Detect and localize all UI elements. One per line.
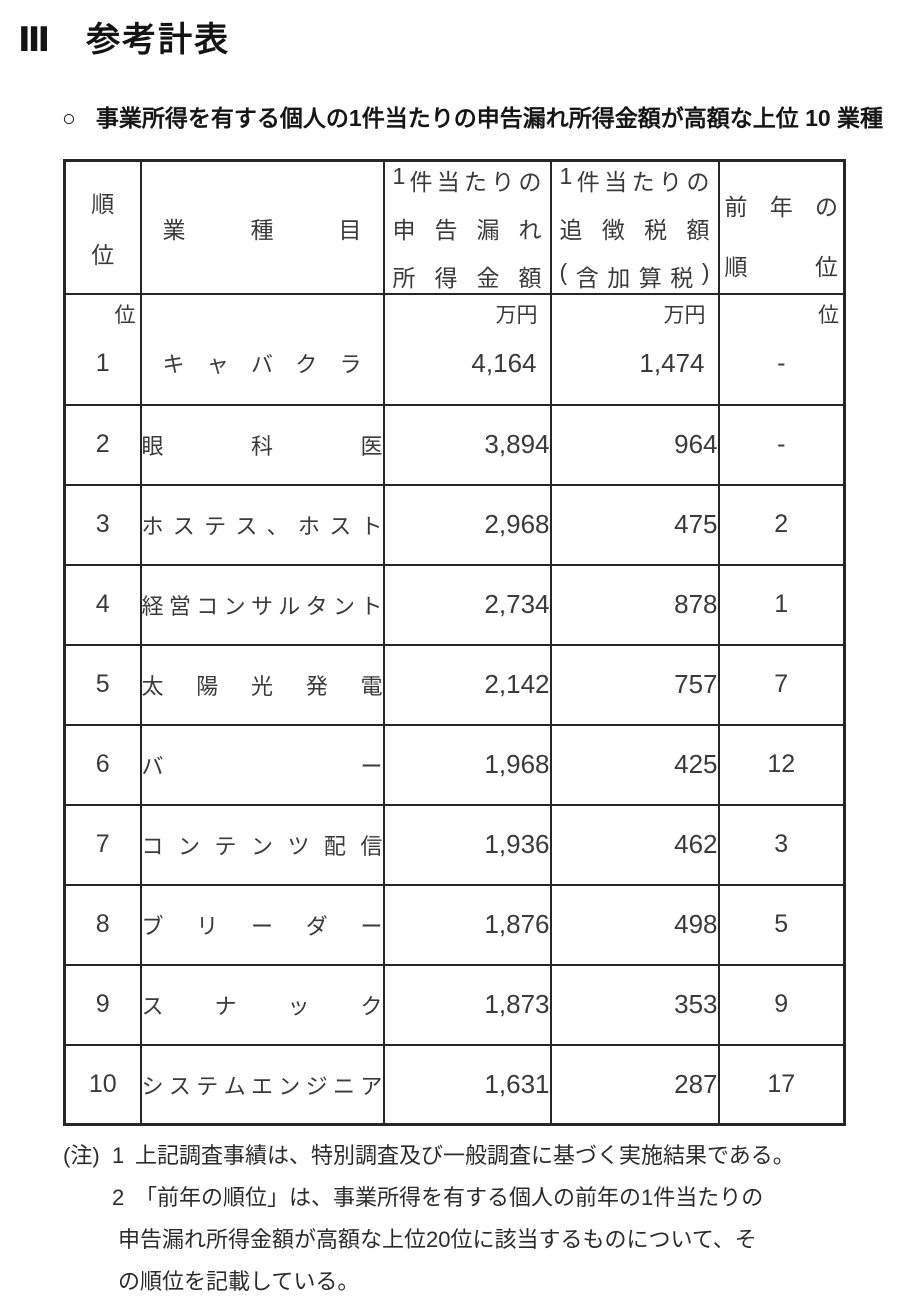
rank-cell: 7	[63, 803, 142, 886]
tax-cell: 425	[549, 723, 720, 806]
income-cell: 1,631	[382, 1043, 552, 1126]
prev-rank-cell: 1	[717, 563, 846, 646]
rank-unit: 位	[114, 303, 136, 327]
table-caption: ○ 事業所得を有する個人の1件当たりの申告漏れ所得金額が高額な上位 10 業種	[62, 103, 899, 134]
tax-cell: 964	[549, 403, 720, 486]
prev-rank-cell: 5	[717, 883, 846, 966]
tax-cell: 757	[549, 643, 720, 726]
industry-cell: キャバクラ	[139, 292, 385, 406]
prev-rank-cell: -	[717, 403, 846, 486]
income-cell: 2,734	[382, 563, 552, 646]
industry-cell: ホステス、ホスト	[139, 483, 385, 566]
table-row: 3 ホステス、ホスト 2,968 475 2	[63, 483, 846, 566]
tax-cell: 878	[549, 563, 720, 646]
industry-cell: システムエンジニア	[139, 1043, 385, 1126]
rank-cell: 6	[63, 723, 142, 806]
note-text: の順位を記載している。	[118, 1269, 360, 1295]
income-cell: 1,936	[382, 803, 552, 886]
income-cell: 2,968	[382, 483, 552, 566]
table-row: 位 1 キャバクラ 万円 4,164 万円 1,474	[63, 292, 846, 406]
header-industry: 業種目	[139, 159, 385, 295]
rank-cell: 3	[63, 483, 142, 566]
note-text: 上記調査事績は、特別調査及び一般調査に基づく実施結果である。	[135, 1143, 795, 1169]
rank-cell: 位 1	[63, 292, 142, 406]
table-row: 5 太陽光発電 2,142 757 7	[63, 643, 846, 726]
income-cell: 2,142	[382, 643, 552, 726]
page-title: Ⅲ 参考計表	[18, 21, 899, 59]
tax-cell: 万円 1,474	[549, 292, 720, 406]
note-number: 1	[112, 1143, 125, 1169]
note-text: 申告漏れ所得金額が高額な上位20位に該当するものについて、そ	[118, 1227, 757, 1253]
rank-cell: 8	[63, 883, 142, 966]
rank-cell: 5	[63, 643, 142, 726]
table-row: 8 ブリーダー 1,876 498 5	[63, 883, 846, 966]
prev-rank-unit: 位	[818, 303, 839, 327]
rank-cell: 9	[63, 963, 142, 1046]
tax-cell: 462	[549, 803, 720, 886]
income-cell: 万円 4,164	[382, 292, 552, 406]
tax-cell: 287	[549, 1043, 720, 1126]
rank-cell: 4	[63, 563, 142, 646]
income-cell: 1,968	[382, 723, 552, 806]
prev-rank-cell: 17	[717, 1043, 846, 1126]
tax-cell: 475	[549, 483, 720, 566]
prev-rank-cell: 2	[717, 483, 846, 566]
prev-rank-cell: 位 -	[717, 292, 846, 406]
income-cell: 1,876	[382, 883, 552, 966]
income-cell: 3,894	[382, 403, 552, 486]
table-row: 10 システムエンジニア 1,631 287 17	[63, 1043, 846, 1126]
prev-rank-cell: 9	[717, 963, 846, 1046]
prev-rank-cell: 3	[717, 803, 846, 886]
table-row: 6 バー 1,968 425 12	[63, 723, 846, 806]
header-prev-rank: 前年の 順位	[717, 159, 846, 295]
industry-cell: 経営コンサルタント	[139, 563, 385, 646]
table-row: 7 コンテンツ配信 1,936 462 3	[63, 803, 846, 886]
header-rank: 順 位	[63, 159, 142, 295]
prev-rank-cell: 7	[717, 643, 846, 726]
notes: (注) 1 上記調査事績は、特別調査及び一般調査に基づく実施結果である。 2 「…	[63, 1135, 899, 1303]
tax-cell: 353	[549, 963, 720, 1046]
industry-cell: 眼科医	[139, 403, 385, 486]
table-row: 4 経営コンサルタント 2,734 878 1	[63, 563, 846, 646]
industry-cell: コンテンツ配信	[139, 803, 385, 886]
note-text: 「前年の順位」は、事業所得を有する個人の前年の1件当たりの	[135, 1185, 764, 1211]
rank-cell: 2	[63, 403, 142, 486]
industry-cell: スナック	[139, 963, 385, 1046]
note-label: (注)	[63, 1143, 100, 1169]
table-row: 9 スナック 1,873 353 9	[63, 963, 846, 1046]
page-title-text: 参考計表	[86, 21, 231, 59]
table-caption-text: 事業所得を有する個人の1件当たりの申告漏れ所得金額が高額な上位 10 業種	[95, 105, 884, 132]
circle-bullet-icon: ○	[62, 105, 76, 132]
industry-cell: 太陽光発電	[139, 643, 385, 726]
table-row: 2 眼科医 3,894 964 -	[63, 403, 846, 486]
prev-rank-cell: 12	[717, 723, 846, 806]
income-cell: 1,873	[382, 963, 552, 1046]
income-unit: 万円	[495, 303, 538, 327]
industry-cell: ブリーダー	[139, 883, 385, 966]
rank-cell: 10	[63, 1043, 142, 1126]
tax-cell: 498	[549, 883, 720, 966]
table-body: 位 1 キャバクラ 万円 4,164 万円 1,474	[63, 292, 846, 1126]
tax-unit: 万円	[663, 303, 706, 327]
industry-cell: バー	[139, 723, 385, 806]
section-number: Ⅲ	[18, 21, 53, 59]
note-1: (注) 1 上記調査事績は、特別調査及び一般調査に基づく実施結果である。	[63, 1135, 899, 1177]
note-2: 2 「前年の順位」は、事業所得を有する個人の前年の1件当たりの 申告漏れ所得金額…	[63, 1177, 899, 1303]
note-number: 2	[112, 1185, 125, 1211]
